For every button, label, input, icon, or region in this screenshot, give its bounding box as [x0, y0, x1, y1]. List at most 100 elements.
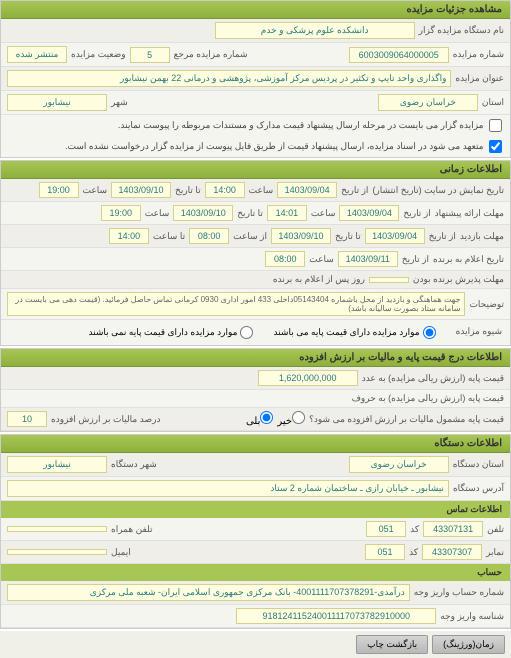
accept-suffix: روز پس از اعلام به برنده — [273, 274, 365, 285]
display-date-label: تاریخ نمایش در سایت (تاریخ انتشار) — [372, 185, 504, 196]
auction-num-value: 6003009064000005 — [349, 47, 449, 63]
acc-num-value: درآمدی-4001111707378291- بانک مرکزی جمهو… — [7, 584, 410, 601]
fax-value: 43307307 — [422, 544, 482, 560]
vat-pct-value: 10 — [7, 411, 47, 427]
vat-yes-radio[interactable] — [260, 411, 273, 424]
d1-ft: 14:00 — [205, 182, 245, 198]
vat-label: قیمت پایه مشمول مالیات بر ارزش افزوده می… — [309, 414, 504, 425]
phone-label: تلفن — [487, 524, 504, 535]
dev-city-value: نیشابور — [7, 456, 107, 473]
section-device-header: اطلاعات دستگاه — [1, 435, 510, 453]
radio-no-base-input[interactable] — [240, 326, 253, 339]
acc-num-label: شماره حساب واریز وجه — [414, 587, 504, 598]
status-value: منتشر شده — [7, 46, 67, 63]
type-label: شیوه مزایده — [456, 326, 502, 339]
address-label: آدرس دستگاه — [453, 483, 504, 494]
dev-city-label: شهر دستگاه — [111, 459, 157, 470]
fax-label: نمابر — [486, 547, 504, 558]
checkbox-row-2: متعهد می شود در اسناد مزایده، ارسال پیشن… — [1, 136, 510, 157]
auction-title-label: عنوان مزایده — [455, 73, 504, 84]
chk1-label: مزایده گزار می بایست در مرحله ارسال پیشن… — [118, 120, 484, 130]
province-value: خراسان رضوی — [378, 94, 478, 111]
section-details-header: مشاهده جزئیات مزایده — [1, 1, 510, 19]
d1-ft-label: ساعت — [249, 185, 274, 196]
d3-to: 1403/09/10 — [271, 228, 331, 244]
vat-pct-label: درصد مالیات بر ارزش افزوده — [51, 414, 160, 425]
d2-ft: 14:01 — [267, 205, 307, 221]
print-button[interactable]: بازگشت چاپ — [356, 635, 428, 654]
accept-days — [369, 277, 409, 283]
radio-no-base[interactable]: موارد مزایده دارای قیمت پایه نمی باشند — [88, 326, 253, 339]
d2-ft-label: ساعت — [311, 208, 336, 219]
back-button[interactable]: زمان(ورژینگ) — [432, 635, 505, 654]
phone-value: 43307131 — [423, 521, 483, 537]
org-name-label: نام دستگاه مزایده گزار — [419, 25, 504, 36]
city-value: نیشابور — [7, 94, 107, 111]
d3-to-label: تا تاریخ — [335, 231, 361, 242]
vat-no-radio[interactable] — [292, 411, 305, 424]
phone-code-label: کد — [410, 524, 419, 535]
vat-yes-label[interactable]: بلی — [246, 411, 273, 427]
fax-code-value: 051 — [365, 544, 405, 560]
city-label: شهر — [111, 97, 128, 108]
accept-label: مهلت پذیرش برنده بودن — [413, 274, 504, 285]
d3-tt: 14:00 — [109, 228, 149, 244]
winner-date-label: تاریخ اعلام به برنده — [433, 254, 504, 265]
d1-from: 1403/09/04 — [277, 182, 337, 198]
offer-deadline-label: مهلت ارائه پیشنهاد — [435, 208, 504, 219]
d2-tt: 19:00 — [101, 205, 141, 221]
mobile-value — [7, 526, 107, 532]
attach-checkbox[interactable] — [489, 119, 502, 132]
org-name-value: دانشکده علوم پزشکی و خدم — [215, 22, 415, 39]
chk2-label: متعهد می شود در اسناد مزایده، ارسال پیشن… — [65, 141, 483, 151]
d4-ft: 08:00 — [265, 251, 305, 267]
desc-value: جهت هماهنگی و بازدید از محل باشماره 0514… — [7, 292, 465, 316]
radio2-label: موارد مزایده دارای قیمت پایه نمی باشند — [88, 327, 237, 338]
email-label: ایمیل — [111, 547, 131, 558]
radio1-label: موارد مزایده دارای قیمت پایه می باشند — [273, 327, 419, 338]
auction-num-label: شماره مزایده — [453, 49, 504, 60]
mobile-label: تلفن همراه — [111, 524, 153, 535]
d3-from-label: از تاریخ — [429, 231, 456, 242]
section-timing-header: اطلاعات زمانی — [1, 161, 510, 179]
vat-no-label[interactable]: خیر — [277, 411, 305, 427]
acc-id-value: 918124115240011117073782910000 — [236, 608, 436, 624]
d3-tt-label: تا ساعت — [153, 231, 185, 242]
dev-province-label: استان دستگاه — [453, 459, 504, 470]
phone-code-value: 051 — [366, 521, 406, 537]
status-label: وضعیت مزایده — [71, 49, 126, 60]
d1-tt: 19:00 — [39, 182, 79, 198]
d2-from-label: از تاریخ — [403, 208, 430, 219]
commit-checkbox[interactable] — [489, 140, 502, 153]
d3-ft: 08:00 — [189, 228, 229, 244]
d2-from: 1403/09/04 — [339, 205, 399, 221]
fax-code-label: کد — [409, 547, 418, 558]
d2-tt-label: ساعت — [145, 208, 170, 219]
email-value — [7, 549, 107, 555]
radio-has-base[interactable]: موارد مزایده دارای قیمت پایه می باشند — [273, 326, 435, 339]
section-price-header: اطلاعات درج قیمت پایه و مالیات بر ارزش ا… — [1, 349, 510, 367]
address-value: نیشابور ـ خیابان رازی ـ ساختمان شماره 2 … — [7, 480, 449, 497]
d4-from: 1403/09/11 — [338, 251, 398, 267]
d2-to: 1403/09/10 — [173, 205, 233, 221]
radio-has-base-input[interactable] — [423, 326, 436, 339]
ref-value: 5 — [130, 47, 170, 63]
d1-to: 1403/09/10 — [111, 182, 171, 198]
desc-label: توضیحات — [469, 299, 504, 310]
ref-label: شماره مزایده مرجع — [174, 49, 248, 60]
vat-yes-text: بلی — [246, 416, 260, 427]
dev-province-value: خراسان رضوی — [349, 456, 449, 473]
acc-id-label: شناسه واریز وجه — [440, 611, 504, 622]
d1-to-label: تا تاریخ — [175, 185, 201, 196]
d1-tt-label: ساعت — [83, 185, 108, 196]
d3-from: 1403/09/04 — [365, 228, 425, 244]
d1-from-label: از تاریخ — [341, 185, 368, 196]
d4-ft-label: ساعت — [309, 254, 334, 265]
vat-no-text: خیر — [277, 416, 292, 427]
base-price-value: 1,620,000,000 — [258, 370, 358, 386]
d4-from-label: از تاریخ — [402, 254, 429, 265]
account-subheader: حساب — [1, 564, 510, 581]
checkbox-row-1: مزایده گزار می بایست در مرحله ارسال پیشن… — [1, 115, 510, 136]
province-label: استان — [482, 97, 504, 108]
contact-subheader: اطلاعات تماس — [1, 501, 510, 518]
